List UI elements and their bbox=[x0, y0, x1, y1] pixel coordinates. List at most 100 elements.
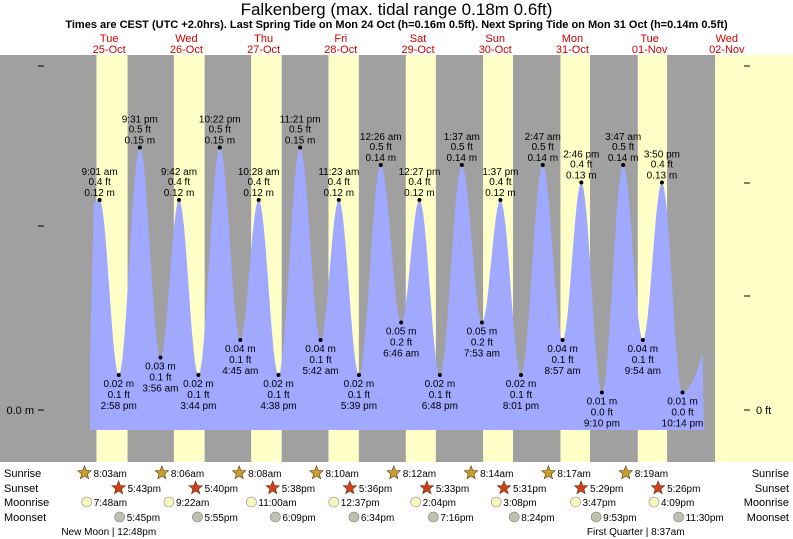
tide-point bbox=[437, 373, 442, 377]
tide-label-height: 0.1 ft bbox=[149, 373, 171, 384]
moonrise-icon bbox=[246, 496, 257, 508]
tide-label-height: 0.4 ft bbox=[651, 160, 673, 171]
moonrise-icon bbox=[490, 496, 502, 508]
sunset-icon bbox=[496, 480, 512, 495]
tide-label-height: 0.14 m bbox=[608, 153, 639, 164]
moonset-icon bbox=[428, 511, 439, 523]
tide-label-height: 0.5 ft bbox=[129, 125, 151, 136]
tide-label-height: 0.12 m bbox=[243, 188, 274, 199]
tide-label-height: 0.02 m bbox=[506, 379, 537, 390]
moonset-icon bbox=[590, 511, 602, 523]
tide-point bbox=[97, 198, 102, 202]
tide-label-time: 2:47 am bbox=[525, 132, 561, 143]
tide-label-height: 0.02 m bbox=[183, 379, 214, 390]
tide-label-time: 12:27 pm bbox=[399, 167, 441, 178]
tide-point bbox=[479, 320, 484, 325]
tide-label-time: 6:46 am bbox=[383, 349, 419, 360]
sunset-icon bbox=[265, 480, 281, 495]
moon-phase-label: New Moon | 12:48pm bbox=[61, 527, 156, 538]
tide-point bbox=[177, 198, 182, 202]
tide-label-height: 0.4 ft bbox=[168, 177, 190, 188]
day-weekday-label: Tue bbox=[640, 33, 659, 45]
tide-label-height: 0.1 ft bbox=[267, 390, 289, 401]
tide-label-height: 0.12 m bbox=[404, 188, 435, 199]
tide-area bbox=[90, 147, 704, 430]
tide-label-height: 0.1 ft bbox=[429, 390, 451, 401]
day-date-label: 27-Oct bbox=[247, 44, 280, 56]
sunrise-icon bbox=[308, 465, 324, 480]
tide-label-time: 9:54 am bbox=[625, 366, 661, 377]
sunset-icon bbox=[419, 480, 435, 495]
row-label-right: Sunrise bbox=[752, 468, 789, 480]
day-weekday-label: Wed bbox=[716, 33, 738, 45]
sunrise-time: 8:12am bbox=[403, 469, 436, 480]
row-label-right: Moonrise bbox=[744, 497, 789, 509]
day-weekday-label: Thu bbox=[254, 33, 273, 45]
day-date-label: 29-Oct bbox=[401, 44, 434, 56]
tide-label-time: 4:38 pm bbox=[260, 401, 296, 412]
tide-label-height: 0.15 m bbox=[285, 136, 316, 147]
tide-label-height: 0.5 ft bbox=[532, 142, 554, 153]
tide-point bbox=[298, 145, 303, 150]
tide-point bbox=[540, 163, 545, 167]
tide-label-height: 0.15 m bbox=[125, 136, 156, 147]
moonset-time: 6:34pm bbox=[361, 513, 394, 524]
moonset-time: 5:45pm bbox=[127, 513, 160, 524]
sunset-time: 5:29pm bbox=[590, 484, 623, 495]
tide-label-time: 5:42 am bbox=[302, 366, 338, 377]
tide-point bbox=[659, 180, 664, 185]
day-date-label: 31-Oct bbox=[556, 44, 589, 56]
sunset-time: 5:40pm bbox=[205, 484, 238, 495]
tide-label-height: 0.04 m bbox=[628, 344, 659, 355]
sunset-icon bbox=[188, 480, 204, 495]
day-weekday-label: Sat bbox=[410, 33, 427, 45]
sunset-icon bbox=[342, 480, 358, 495]
moonrise-icon bbox=[81, 496, 92, 508]
tide-point bbox=[196, 373, 201, 377]
axes: 0.0 m 0 ft bbox=[6, 65, 771, 417]
row-label-right: Sunset bbox=[755, 483, 789, 495]
tide-point bbox=[599, 390, 604, 395]
row-label-right: Moonset bbox=[747, 512, 789, 524]
sunrise-icon bbox=[618, 465, 634, 480]
tide-label-height: 0.03 m bbox=[145, 362, 176, 373]
moonrise-time: 9:22am bbox=[176, 498, 209, 509]
day-date-label: 02-Nov bbox=[709, 44, 745, 56]
tide-label-time: 11:23 am bbox=[318, 167, 359, 178]
tide-label-height: 0.0 ft bbox=[671, 408, 693, 419]
day-date-label: 01-Nov bbox=[632, 44, 668, 56]
tide-point bbox=[276, 373, 281, 377]
tide-label-time: 3:47 am bbox=[605, 132, 641, 143]
tide-label-height: 0.0 ft bbox=[591, 408, 613, 419]
moonset-time: 6:09pm bbox=[282, 513, 315, 524]
tide-label-time: 2:58 pm bbox=[101, 401, 137, 412]
moonset-icon bbox=[348, 511, 360, 523]
tide-label-time: 9:42 am bbox=[161, 167, 197, 178]
tide-label-height: 0.02 m bbox=[103, 379, 134, 390]
tide-label-height: 0.2 ft bbox=[390, 338, 412, 349]
tide-label-height: 0.12 m bbox=[485, 188, 516, 199]
tide-label-height: 0.5 ft bbox=[370, 142, 392, 153]
sunset-icon bbox=[573, 480, 589, 495]
tide-label-height: 0.04 m bbox=[305, 344, 336, 355]
row-label-left: Sunset bbox=[4, 483, 38, 495]
moonrise-time: 4:09pm bbox=[661, 498, 694, 509]
tide-label-time: 9:31 pm bbox=[122, 115, 158, 126]
tide-label-height: 0.1 ft bbox=[348, 390, 370, 401]
moonrise-time: 3:08pm bbox=[503, 498, 536, 509]
tide-label-height: 0.12 m bbox=[164, 188, 195, 199]
tide-label-height: 0.1 ft bbox=[632, 355, 654, 366]
y-axis-left-label: 0.0 m bbox=[6, 405, 34, 417]
tide-label-height: 0.14 m bbox=[365, 153, 396, 164]
tide-point bbox=[459, 163, 464, 167]
moonrise-icon bbox=[410, 496, 421, 508]
tide-point bbox=[498, 198, 503, 202]
tide-point bbox=[356, 373, 361, 377]
day-weekday-label: Tue bbox=[100, 33, 119, 45]
tide-label-time: 1:37 pm bbox=[482, 167, 518, 178]
tide-label-time: 2:46 pm bbox=[563, 150, 599, 161]
tide-label-time: 4:45 am bbox=[222, 366, 258, 377]
tide-label-time: 9:10 pm bbox=[584, 419, 620, 430]
tide-label-height: 0.1 ft bbox=[187, 390, 209, 401]
